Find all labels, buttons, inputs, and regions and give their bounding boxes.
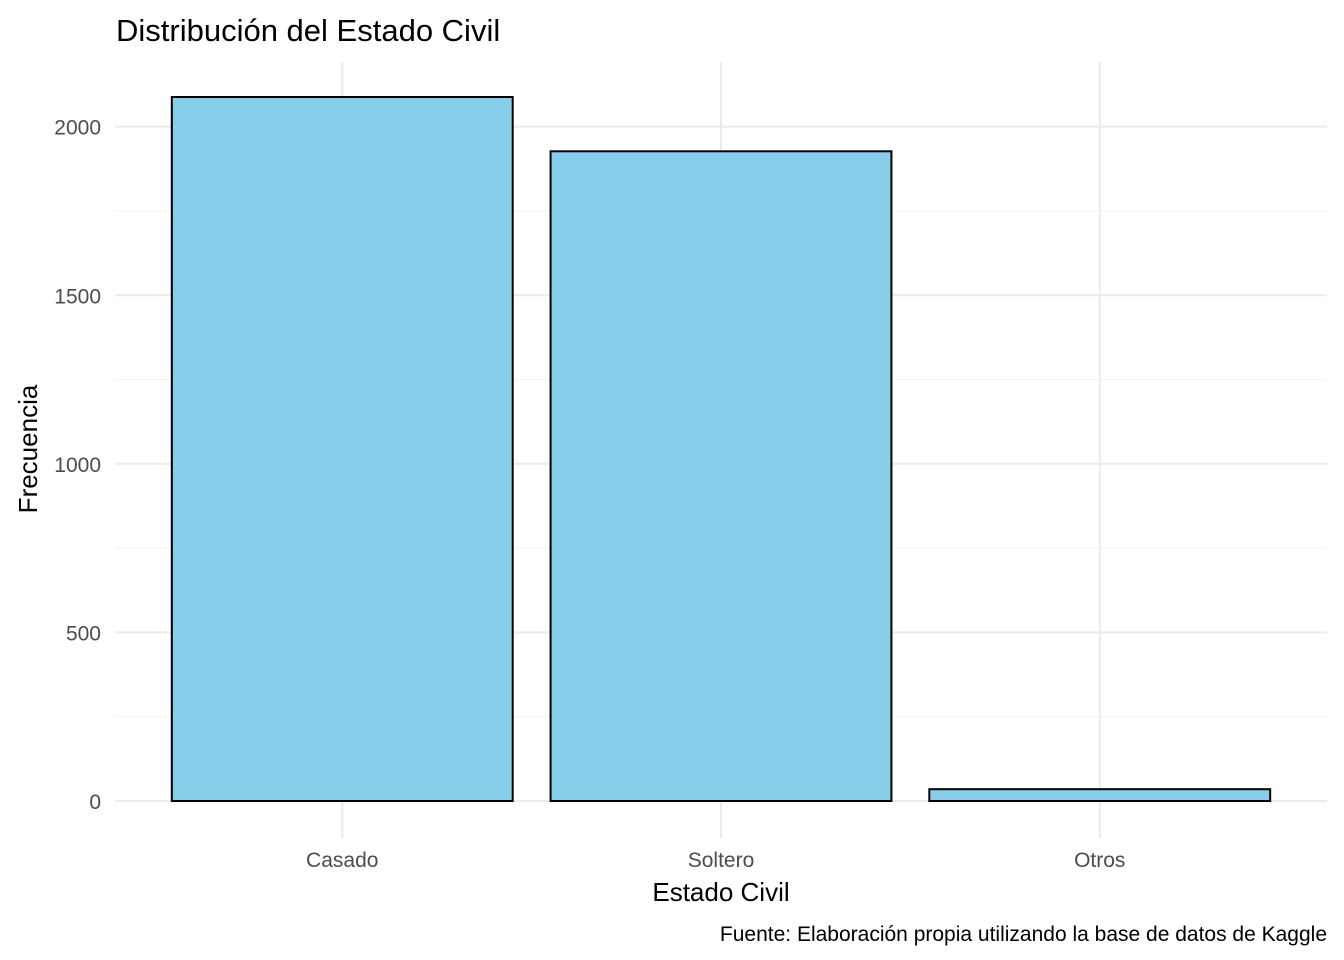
y-tick-label: 500 bbox=[66, 622, 101, 645]
x-tick-label: Casado bbox=[306, 849, 378, 872]
chart-title: Distribución del Estado Civil bbox=[116, 13, 500, 48]
x-tick-label: Otros bbox=[1074, 849, 1125, 872]
y-tick-labels: 0 500 1000 1500 2000 bbox=[54, 117, 101, 814]
x-axis-title: Estado Civil bbox=[652, 877, 789, 907]
y-axis-title: Frecuencia bbox=[13, 384, 43, 513]
y-tick-label: 0 bbox=[89, 791, 101, 814]
chart-caption: Fuente: Elaboración propia utilizando la… bbox=[720, 923, 1327, 946]
x-tick-labels: Casado Soltero Otros bbox=[306, 849, 1125, 872]
bar-otros bbox=[928, 788, 1272, 802]
bar-casado bbox=[170, 96, 514, 802]
y-tick-label: 1000 bbox=[54, 454, 101, 477]
y-tick-label: 1500 bbox=[54, 285, 101, 308]
bars bbox=[170, 96, 1272, 803]
x-tick-label: Soltero bbox=[688, 849, 755, 872]
bar-soltero bbox=[549, 150, 893, 803]
y-tick-label: 2000 bbox=[54, 117, 101, 140]
